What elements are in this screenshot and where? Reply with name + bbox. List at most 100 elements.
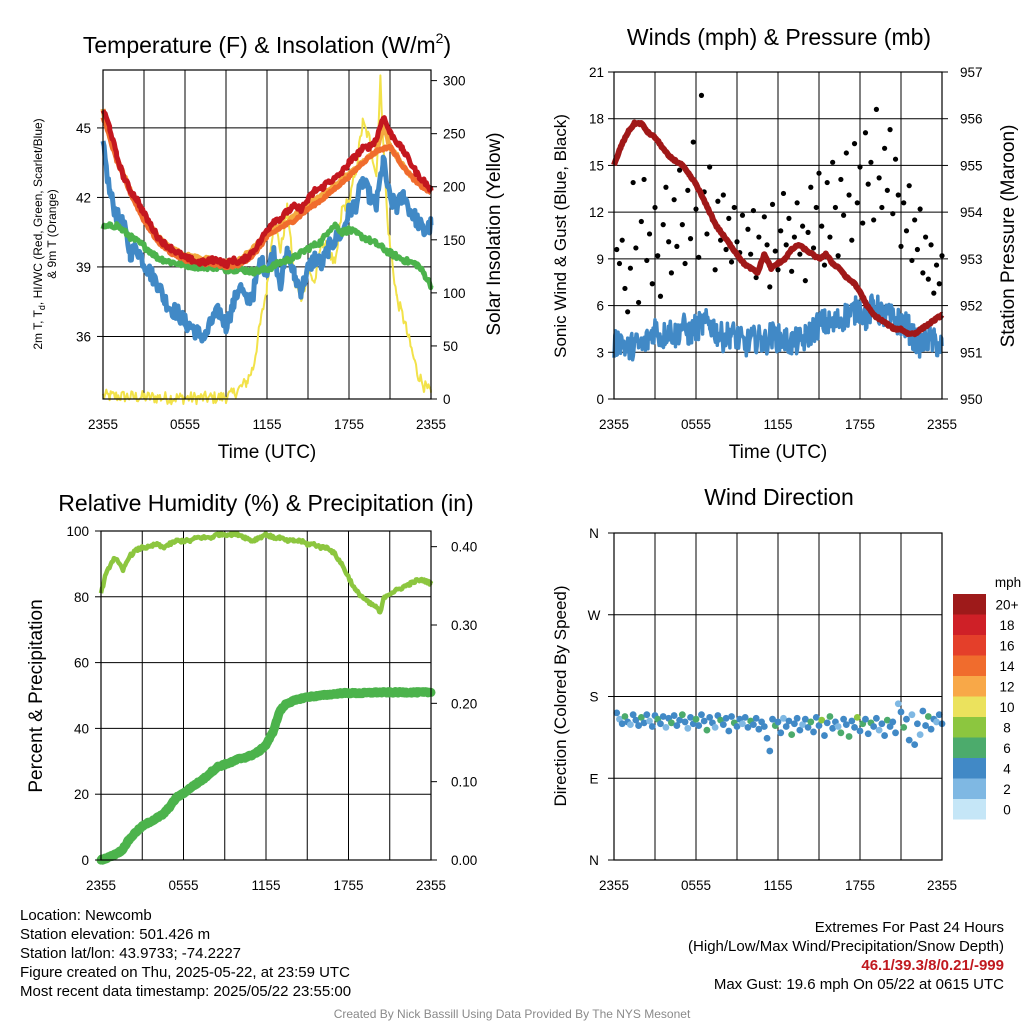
direction-point-110 [914,720,921,728]
direction-point-74 [815,722,823,729]
gust-point-84 [843,150,849,156]
direction-point-2 [618,720,626,728]
direction-point-70 [804,723,812,731]
gust-point-70 [805,229,811,235]
gust-point-48 [745,226,751,232]
y-left-tick-label-2: 6 [596,299,604,314]
gust-point-56 [767,284,773,290]
gust-point-111 [917,206,923,212]
gust-point-79 [830,159,836,165]
y-tick-label-3: W [588,608,601,623]
gust-point-20 [668,270,675,276]
gust-point-30 [696,254,702,260]
extremes-title: Extremes For Past 24 Hours [814,919,1004,936]
direction-point-104 [897,708,905,716]
humidity-grid [101,531,431,860]
legend-swatch-5 [953,696,986,717]
direction-point-71 [807,718,815,726]
direction-point-22 [673,722,681,729]
gust-point-108 [909,257,915,264]
humidity-chart-title: Relative Humidity (%) & Precipitation (i… [58,490,473,516]
gust-point-0 [614,246,620,253]
wind-x-axis-label: Time (UTC) [729,442,828,463]
y-left-tick-label-4: 80 [74,590,89,605]
gust-point-99 [884,187,890,193]
y-right-tick-label-4: 0.40 [451,540,477,555]
direction-point-20 [668,719,675,727]
gust-point-69 [802,278,808,284]
legend-label-3: 14 [999,659,1015,674]
y-left-tick-label-1: 20 [74,787,89,802]
gust-point-104 [898,243,904,249]
gust-point-42 [728,259,735,265]
gust-point-23 [677,167,683,173]
gust-point-98 [882,145,888,151]
gust-point-63 [786,215,792,221]
gust-point-87 [851,141,858,147]
gust-point-49 [748,251,754,257]
legend-swatch-4 [953,676,986,697]
gust-point-39 [720,192,726,198]
y-left-tick-label-0: 0 [81,853,89,868]
direction-point-42 [728,713,735,720]
pressure-line [611,119,945,338]
direction-point-65 [791,720,798,728]
x-tick-label-3: 1755 [334,417,364,432]
gust-point-41 [726,215,732,221]
direction-point-68 [799,721,806,729]
x-tick-label-0: 2355 [599,417,629,432]
gust-point-74 [816,170,822,176]
y-right-tick-label-5: 250 [443,127,466,142]
direction-point-50 [750,721,757,729]
direction-point-111 [916,731,924,739]
gust-point-115 [928,242,934,248]
x-tick-label-4: 2355 [927,878,957,893]
gust-point-1 [616,260,623,267]
direction-point-102 [892,729,899,737]
direction-point-54 [760,723,768,730]
gust-point-94 [871,217,877,223]
direction-point-94 [870,723,878,730]
y-right-tick-label-5: 955 [960,158,983,173]
direction-point-57 [769,715,776,723]
gust-point-105 [901,200,907,206]
direction-point-79 [829,724,837,732]
legend-label-5: 10 [999,700,1014,715]
direction-point-52 [755,725,763,733]
x-tick-label-3: 1755 [845,878,875,893]
direction-point-39 [719,721,727,729]
x-tick-label-1: 0555 [681,878,711,893]
direction-point-11 [643,711,651,719]
gust-point-100 [887,127,893,133]
humidity-line [98,530,434,615]
y-right-tick-label-6: 956 [960,112,983,127]
y-right-tick-label-1: 50 [443,339,458,354]
insolation-y-axis-label: Solar Insolation (Yellow) [484,132,505,335]
direction-point-41 [725,727,733,735]
direction-point-62 [782,723,790,730]
y-left-tick-label-3: 60 [74,656,89,671]
x-tick-label-1: 0555 [170,417,200,432]
direction-point-76 [821,732,828,739]
direction-point-31 [698,711,705,719]
x-tick-label-4: 2355 [416,417,446,432]
gust-point-28 [690,139,696,145]
pressure-y-axis-label: Station Pressure (Maroon) [998,125,1019,348]
direction-point-30 [695,722,703,729]
gust-point-89 [857,164,863,170]
gust-point-114 [925,276,931,282]
gust-point-73 [813,204,819,211]
direction-point-66 [793,714,801,722]
direction-point-92 [864,730,872,738]
gust-point-15 [655,253,661,259]
temperature-panel: Temperature (F) & Insolation (W/m2) 36 39… [31,30,505,463]
y-left-tick-label-2: 42 [76,190,91,205]
station-latlon: Station lat/lon: 43.9733; -74.2227 [20,945,242,962]
humidity-series [96,530,436,865]
gust-point-102 [892,156,899,162]
direction-point-115 [927,725,935,733]
gust-point-57 [769,201,776,207]
y-right-tick-label-3: 0.30 [451,618,477,633]
